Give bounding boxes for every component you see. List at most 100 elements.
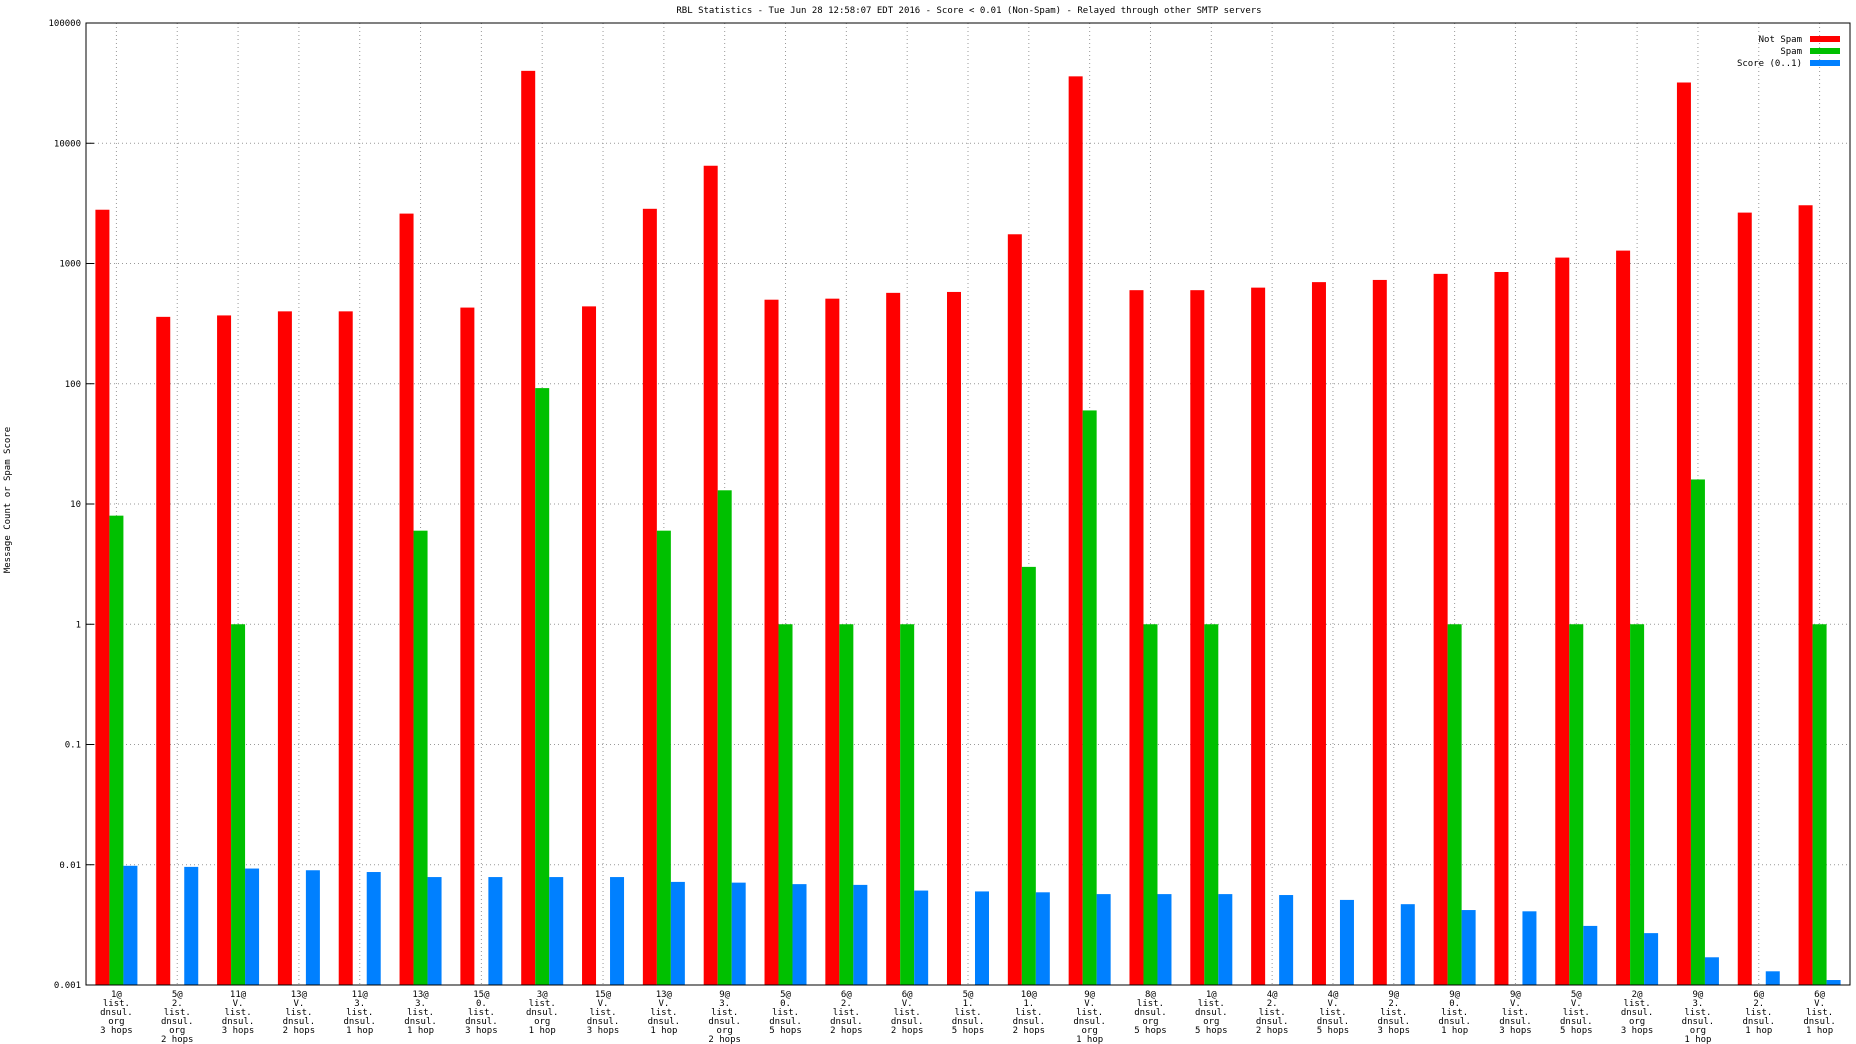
bar	[1190, 290, 1205, 985]
bar	[1555, 257, 1570, 985]
x-tick-label: 11@ 3. list. dnsul. 1 hop	[343, 990, 376, 1036]
bar	[521, 70, 536, 985]
bar	[1007, 234, 1022, 986]
y-tick-label: 100000	[48, 19, 81, 29]
bar	[764, 299, 779, 985]
bar	[1279, 895, 1294, 985]
bar	[535, 388, 550, 986]
legend-label: Score (0..1)	[1737, 59, 1802, 69]
x-tick-label: 10@ 1. list. dnsul. 2 hops	[1013, 990, 1046, 1036]
x-tick-label: 5@ V. list. dnsul. 5 hops	[1560, 990, 1593, 1036]
x-tick-label: 3@ list. dnsul. org 1 hop	[526, 990, 559, 1036]
bar	[1035, 892, 1050, 985]
bar	[1494, 271, 1509, 985]
x-tick-label: 15@ 0. list. dnsul. 3 hops	[465, 990, 498, 1036]
legend-label: Not Spam	[1759, 35, 1802, 45]
x-tick-label: 6@ V. list. dnsul. 2 hops	[891, 990, 924, 1036]
bar	[1129, 290, 1144, 985]
legend-swatch	[1810, 60, 1840, 66]
bar	[900, 624, 915, 985]
bar	[245, 868, 260, 985]
bar	[277, 311, 292, 985]
y-axis-label: Message Count or Spam Score	[3, 427, 13, 573]
x-tick-label: 13@ V. list. dnsul. 1 hop	[648, 990, 681, 1036]
x-tick-label: 9@ 0. list. dnsul. 1 hop	[1438, 990, 1471, 1036]
bar	[460, 307, 475, 985]
bar	[886, 292, 901, 985]
bar	[731, 882, 746, 985]
bar	[1157, 894, 1172, 985]
x-tick-label: 13@ 3. list. dnsul. 1 hop	[404, 990, 437, 1036]
x-tick-label: 9@ 2. list. dnsul. 3 hops	[1378, 990, 1411, 1036]
y-tick-label: 0.01	[59, 861, 81, 871]
bar	[123, 865, 138, 985]
bar	[1798, 205, 1813, 985]
bar	[1433, 273, 1448, 985]
bar	[1372, 279, 1387, 985]
bar	[338, 311, 353, 985]
bar	[582, 306, 597, 985]
x-tick-label: 5@ 0. list. dnsul. 5 hops	[769, 990, 802, 1036]
x-tick-label: 1@ list. dnsul. org 3 hops	[100, 990, 133, 1036]
bar	[1021, 566, 1036, 985]
bar	[1311, 282, 1326, 985]
bar	[642, 208, 657, 985]
bar	[413, 530, 428, 985]
x-tick-label: 8@ list. dnsul. org 5 hops	[1134, 990, 1167, 1036]
bar	[1447, 624, 1462, 985]
y-tick-label: 1	[76, 620, 81, 630]
bar	[610, 877, 625, 985]
x-tick-label: 6@ 2. list. dnsul. 2 hops	[830, 990, 863, 1036]
bar	[1522, 911, 1537, 985]
bar	[488, 877, 503, 985]
x-tick-label: 4@ V. list. dnsul. 5 hops	[1317, 990, 1350, 1036]
bar	[156, 316, 171, 985]
plot-border	[85, 22, 1851, 986]
bar	[1765, 971, 1780, 985]
x-tick-label: 15@ V. list. dnsul. 3 hops	[587, 990, 620, 1036]
bar	[839, 624, 854, 985]
bar	[184, 866, 199, 985]
bar	[1676, 82, 1691, 985]
bar	[109, 515, 124, 985]
bar	[1812, 624, 1827, 985]
bar	[399, 213, 414, 985]
bar	[1737, 212, 1752, 986]
y-tick-label: 10000	[54, 139, 81, 149]
chart-title: RBL Statistics - Tue Jun 28 12:58:07 EDT…	[676, 6, 1261, 16]
x-tick-label: 9@ V. list. dnsul. 3 hops	[1499, 990, 1532, 1036]
bar	[1630, 624, 1645, 985]
bar	[1569, 624, 1584, 985]
bar	[1583, 925, 1598, 985]
bar	[975, 891, 989, 985]
x-tick-label: 13@ V. list. dnsul. 2 hops	[283, 990, 316, 1036]
bar	[1644, 933, 1659, 985]
x-tick-label: 9@ 3. list. dnsul. org 2 hops	[708, 990, 741, 1044]
bar	[1616, 250, 1631, 985]
bar	[778, 624, 793, 985]
x-tick-label: 9@ V. list. dnsul. org 1 hop	[1073, 990, 1106, 1044]
bar	[1400, 904, 1415, 985]
bar	[549, 877, 564, 985]
bar	[231, 624, 246, 985]
bar	[1690, 479, 1705, 985]
bar	[427, 877, 442, 985]
y-tick-label: 0.001	[54, 981, 81, 991]
bar	[1143, 624, 1158, 985]
bar	[1339, 899, 1354, 985]
bar	[1461, 910, 1476, 985]
bar	[703, 165, 718, 985]
x-tick-label: 1@ list. dnsul. org 5 hops	[1195, 990, 1228, 1036]
bar	[1826, 980, 1841, 985]
bar	[95, 209, 110, 985]
bar	[1218, 894, 1233, 985]
x-tick-label: 6@ 2. list. dnsul. 1 hop	[1743, 990, 1776, 1036]
bar	[825, 298, 840, 985]
bar	[656, 530, 671, 985]
x-tick-label: 2@ list. dnsul. org 3 hops	[1621, 990, 1654, 1036]
bar	[305, 870, 320, 985]
x-tick-label: 4@ 2. list. dnsul. 2 hops	[1256, 990, 1289, 1036]
bar	[717, 490, 732, 985]
x-tick-label: 5@ 2. list. dnsul. org 2 hops	[161, 990, 194, 1044]
